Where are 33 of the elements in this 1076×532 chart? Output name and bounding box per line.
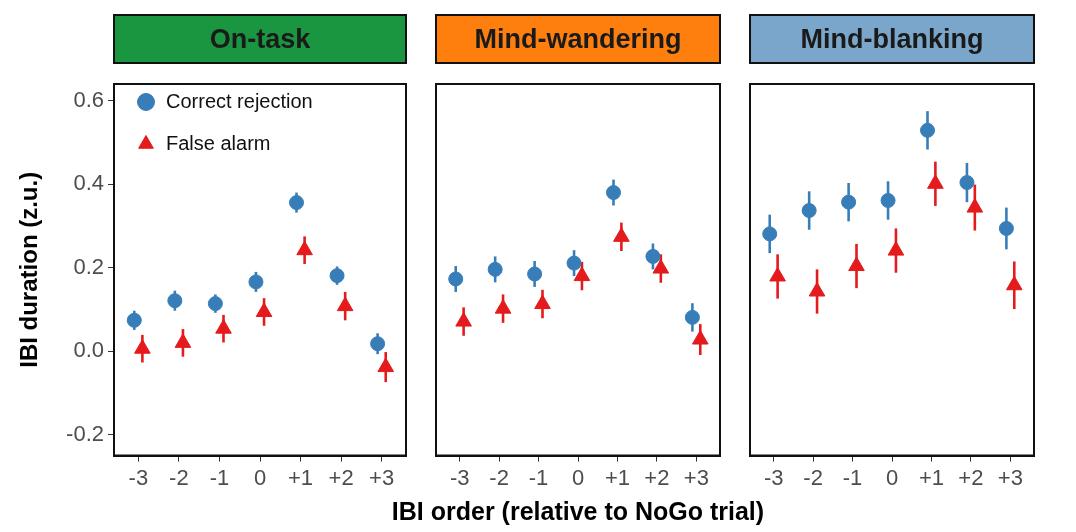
x-tick-label: +3 <box>369 464 395 490</box>
y-tick-label: 0.4 <box>73 170 104 196</box>
chart-title: Mind-wandering <box>435 14 721 64</box>
x-tick-label: +1 <box>604 464 630 490</box>
x-tick-label: -1 <box>528 464 549 490</box>
y-tick-label: 0.6 <box>73 86 104 112</box>
x-tick-label: -3 <box>763 464 784 490</box>
chart-title: Mind-blanking <box>749 14 1035 64</box>
x-tick-label: +3 <box>683 464 709 490</box>
y-tick-label: 0.0 <box>73 337 104 363</box>
x-tick-label: 0 <box>253 464 267 490</box>
x-tick-label: -3 <box>128 464 149 490</box>
x-tick-label: +3 <box>997 464 1023 490</box>
x-tick-label: -1 <box>209 464 230 490</box>
x-tick-label: +2 <box>958 464 984 490</box>
x-tick-label: -2 <box>803 464 823 490</box>
chart-title: On-task <box>113 14 407 64</box>
x-tick-label: -1 <box>842 464 863 490</box>
x-tick-label: +2 <box>328 464 354 490</box>
x-tick-label: +1 <box>918 464 944 490</box>
y-axis-title: IBI duration (z.u.) <box>15 171 43 368</box>
x-tick-label: 0 <box>885 464 899 490</box>
x-tick-label: -2 <box>169 464 189 490</box>
x-tick-label: 0 <box>571 464 585 490</box>
x-tick-label: +1 <box>288 464 314 490</box>
x-tick-label: -3 <box>449 464 470 490</box>
x-axis-title: IBI order (relative to NoGo trial) <box>390 497 766 526</box>
legend-label: False alarm <box>166 131 271 154</box>
legend-label: Correct rejection <box>166 89 313 112</box>
y-tick-label: 0.2 <box>73 253 104 279</box>
x-tick-label: +2 <box>644 464 670 490</box>
y-tick-label: -0.2 <box>66 420 104 446</box>
x-tick-label: -2 <box>489 464 509 490</box>
